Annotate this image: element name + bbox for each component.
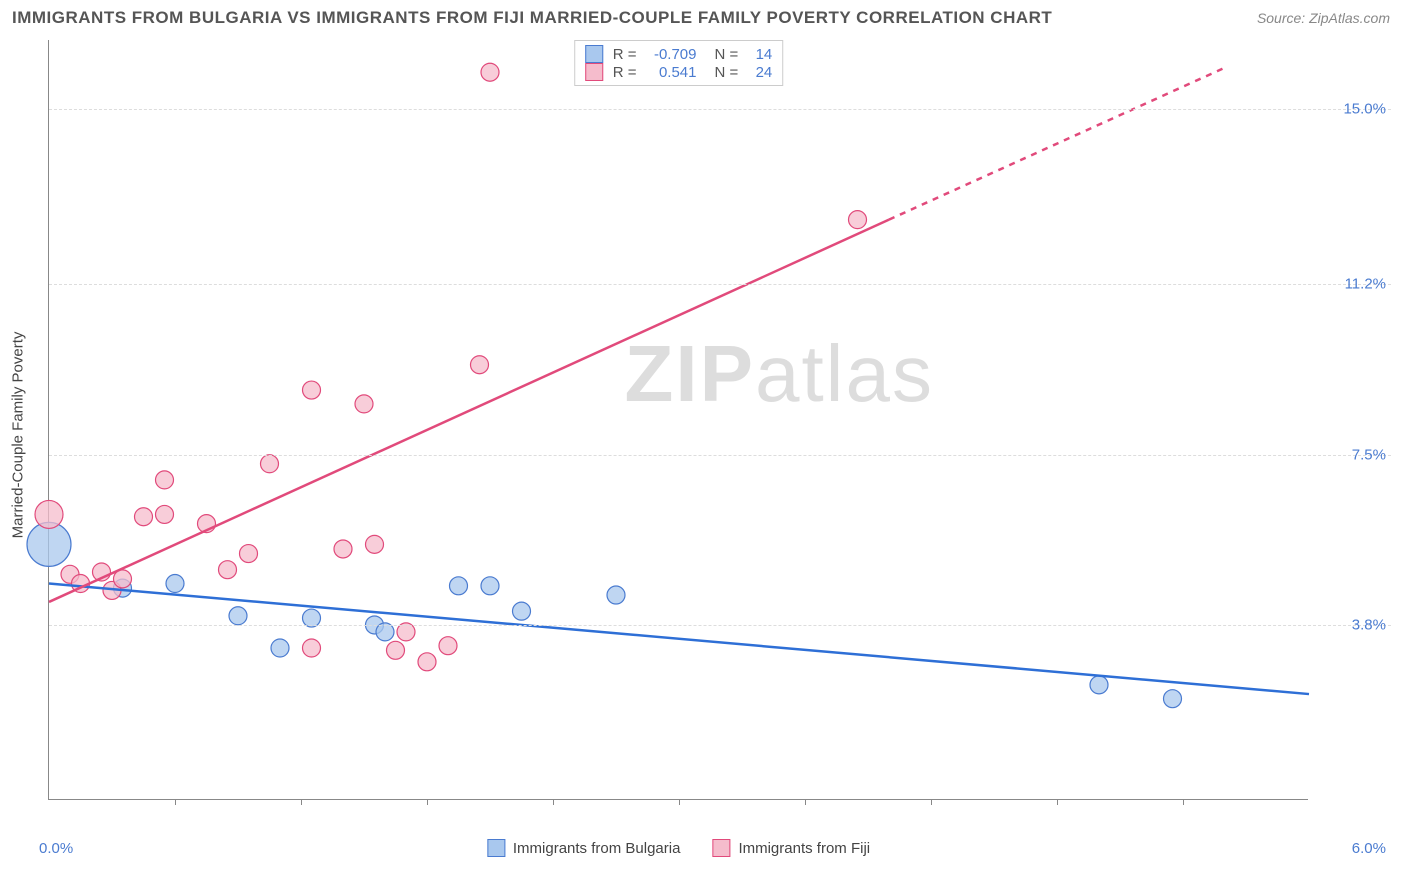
y-tick-label: 11.2% — [1345, 276, 1386, 293]
chart-container: Married-Couple Family Poverty ZIPatlas R… — [48, 40, 1390, 830]
scatter-point — [355, 395, 373, 413]
scatter-point — [481, 63, 499, 81]
scatter-point — [387, 641, 405, 659]
gridline-horizontal — [49, 109, 1391, 110]
chart-title: IMMIGRANTS FROM BULGARIA VS IMMIGRANTS F… — [12, 8, 1052, 28]
y-tick-label: 3.8% — [1352, 616, 1386, 633]
legend-swatch — [487, 839, 505, 857]
scatter-point — [219, 561, 237, 579]
scatter-point — [849, 211, 867, 229]
scatter-point — [261, 455, 279, 473]
n-value: 24 — [748, 64, 772, 81]
scatter-point — [35, 500, 63, 528]
scatter-point — [366, 535, 384, 553]
scatter-plot-svg — [49, 40, 1309, 800]
correlation-legend-row: R = 0.541 N = 24 — [585, 63, 773, 81]
r-value: -0.709 — [647, 46, 697, 63]
series-legend-item: Immigrants from Bulgaria — [487, 839, 681, 857]
scatter-point — [607, 586, 625, 604]
source-attribution: Source: ZipAtlas.com — [1257, 10, 1390, 26]
x-tick-mark — [1057, 799, 1058, 805]
trendline — [49, 584, 1309, 695]
scatter-point — [240, 545, 258, 563]
x-tick-mark — [301, 799, 302, 805]
x-tick-mark — [679, 799, 680, 805]
scatter-point — [450, 577, 468, 595]
scatter-point — [135, 508, 153, 526]
x-tick-mark — [931, 799, 932, 805]
r-label: R = — [613, 46, 637, 63]
scatter-point — [271, 639, 289, 657]
correlation-legend-row: R = -0.709 N = 14 — [585, 45, 773, 63]
scatter-point — [156, 505, 174, 523]
trendline — [49, 220, 889, 602]
scatter-point — [439, 637, 457, 655]
trendline-extrapolated — [889, 68, 1225, 220]
scatter-point — [303, 639, 321, 657]
scatter-point — [481, 577, 499, 595]
series-legend-item: Immigrants from Fiji — [712, 839, 870, 857]
scatter-point — [513, 602, 531, 620]
x-tick-mark — [805, 799, 806, 805]
legend-swatch — [585, 63, 603, 81]
plot-area: ZIPatlas R =-0.709N =14R =0.541N =24 0.0… — [48, 40, 1308, 800]
scatter-point — [471, 356, 489, 374]
scatter-point — [156, 471, 174, 489]
series-legend-label: Immigrants from Fiji — [738, 840, 870, 857]
x-axis-min-label: 0.0% — [39, 840, 73, 857]
legend-swatch — [585, 45, 603, 63]
y-axis-title: Married-Couple Family Poverty — [10, 332, 27, 539]
n-label: N = — [715, 46, 739, 63]
scatter-point — [334, 540, 352, 558]
series-legend-label: Immigrants from Bulgaria — [513, 840, 681, 857]
x-tick-mark — [553, 799, 554, 805]
scatter-point — [1164, 690, 1182, 708]
scatter-point — [418, 653, 436, 671]
x-tick-mark — [1183, 799, 1184, 805]
scatter-point — [166, 575, 184, 593]
x-tick-mark — [175, 799, 176, 805]
gridline-horizontal — [49, 625, 1391, 626]
y-tick-label: 15.0% — [1343, 101, 1386, 118]
correlation-legend-box: R = -0.709 N = 14 R = 0.541 N = 24 — [574, 40, 784, 86]
gridline-horizontal — [49, 284, 1391, 285]
series-legend: Immigrants from Bulgaria Immigrants from … — [487, 839, 870, 857]
r-label: R = — [613, 64, 637, 81]
scatter-point — [303, 381, 321, 399]
n-value: 14 — [748, 46, 772, 63]
x-axis-max-label: 6.0% — [1352, 840, 1386, 857]
gridline-horizontal — [49, 455, 1391, 456]
scatter-point — [1090, 676, 1108, 694]
legend-swatch — [712, 839, 730, 857]
x-tick-mark — [427, 799, 428, 805]
y-tick-label: 7.5% — [1352, 446, 1386, 463]
n-label: N = — [715, 64, 739, 81]
r-value: 0.541 — [647, 64, 697, 81]
chart-header: IMMIGRANTS FROM BULGARIA VS IMMIGRANTS F… — [0, 0, 1406, 32]
scatter-point — [229, 607, 247, 625]
